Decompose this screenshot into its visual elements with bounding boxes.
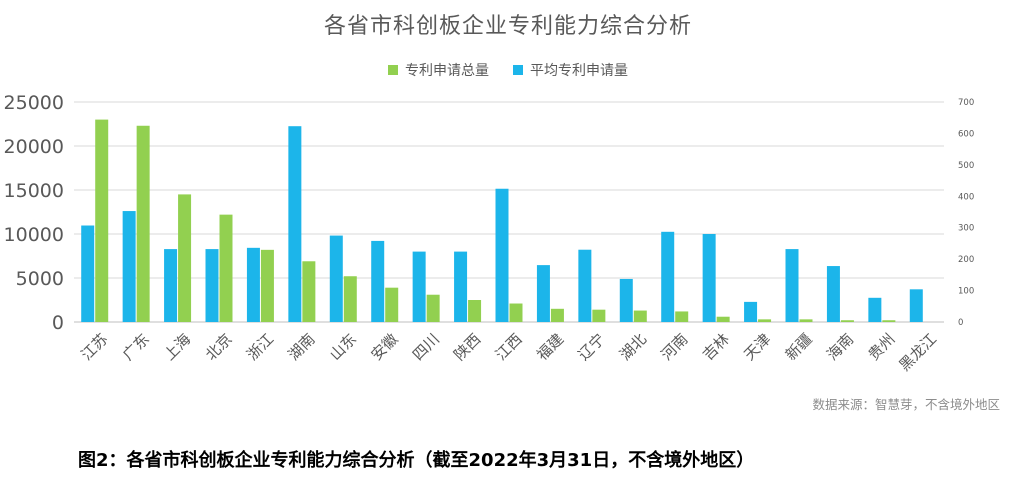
bar-average <box>288 126 302 322</box>
bar-average <box>205 249 219 322</box>
x-tick-label: 四川 <box>409 330 443 364</box>
x-tick-label: 黑龙江 <box>895 330 940 375</box>
bar-total <box>343 276 357 322</box>
bar-average <box>785 249 799 322</box>
x-tick-label: 北京 <box>202 330 236 364</box>
x-tick-label: 江西 <box>492 330 526 364</box>
y-left-tick-label: 25000 <box>4 92 64 114</box>
bar-average <box>868 297 882 322</box>
y-right-tick-label: 300 <box>958 224 974 234</box>
y-right-tick-label: 600 <box>958 129 974 139</box>
bar-total <box>550 308 564 322</box>
bar-average <box>619 278 633 322</box>
x-tick-label: 贵州 <box>865 330 899 364</box>
x-tick-label: 海南 <box>823 330 857 364</box>
legend-swatch-total <box>388 65 398 75</box>
bar-average <box>744 301 758 322</box>
bar-average <box>122 211 136 322</box>
bar-total <box>592 309 606 322</box>
bar-average <box>164 249 178 322</box>
bar-average <box>909 289 923 322</box>
bar-average <box>495 188 509 322</box>
x-tick-label: 天津 <box>740 330 774 364</box>
bar-total <box>136 125 150 322</box>
bar-total <box>95 119 109 322</box>
bar-average <box>536 265 550 322</box>
legend-label-total: 专利申请总量 <box>405 63 489 79</box>
x-tick-label: 上海 <box>160 330 194 364</box>
x-tick-label: 广东 <box>119 330 153 364</box>
bar-total <box>385 287 399 322</box>
y-left-tick-label: 0 <box>52 312 64 334</box>
bar-total <box>468 300 482 322</box>
x-tick-label: 辽宁 <box>575 330 609 364</box>
bar-average <box>578 249 592 322</box>
bar-average <box>329 235 343 322</box>
y-right-tick-label: 100 <box>958 287 974 297</box>
y-right-tick-label: 200 <box>958 255 974 265</box>
y-left-tick-label: 20000 <box>4 136 64 158</box>
legend: 专利申请总量 平均专利申请量 <box>0 60 1016 80</box>
chart-plot: 0 5000 10000 15000 20000 25000 0 100 200 300 400 50… <box>4 92 975 375</box>
legend-swatch-average <box>513 65 523 75</box>
y-right-tick-label: 500 <box>958 161 974 171</box>
bar-average <box>371 240 385 322</box>
bar-total <box>260 249 274 322</box>
x-tick-label: 新疆 <box>782 330 816 364</box>
bar-total <box>509 303 523 322</box>
bar-average <box>81 225 95 322</box>
x-tick-label: 湖南 <box>285 330 319 364</box>
y-right-tick-label: 400 <box>958 192 974 202</box>
bar-average <box>826 266 840 322</box>
y-right-tick-label: 700 <box>958 98 974 108</box>
y-left-tick-label: 15000 <box>4 180 64 202</box>
x-tick-label: 河南 <box>658 330 692 364</box>
bar-total <box>799 319 813 322</box>
x-tick-label: 江苏 <box>78 330 112 364</box>
legend-item-total: 专利申请总量 <box>388 60 489 80</box>
figure-caption: 图2：各省市科创板企业专利能力综合分析（截至2022年3月31日，不含境外地区） <box>78 450 755 471</box>
source-note: 数据来源：智慧芽，不含境外地区 <box>812 397 1000 412</box>
y-right-tick-label: 0 <box>958 318 963 328</box>
bar-total <box>633 310 647 322</box>
bar-total <box>426 294 440 322</box>
x-tick-label: 安徽 <box>368 330 402 364</box>
bar-total <box>758 319 772 322</box>
bar-total <box>882 320 896 322</box>
bar-average <box>412 251 426 322</box>
bar-average <box>702 234 716 322</box>
y-left-tick-label: 10000 <box>4 224 64 246</box>
bar-total <box>219 214 233 322</box>
x-tick-label: 陕西 <box>450 330 484 364</box>
bar-total <box>716 316 730 322</box>
x-tick-label: 山东 <box>326 330 360 364</box>
x-tick-label: 福建 <box>533 330 567 364</box>
x-tick-label: 浙江 <box>243 330 277 364</box>
x-tick-label: 湖北 <box>616 330 650 364</box>
bar-total <box>178 194 192 322</box>
bar-average <box>454 251 468 322</box>
legend-item-average: 平均专利申请量 <box>513 60 628 80</box>
bar-total <box>675 311 689 322</box>
bar-average <box>661 231 675 322</box>
chart-title: 各省市科创板企业专利能力综合分析 <box>323 14 692 39</box>
legend-label-average: 平均专利申请量 <box>530 63 628 79</box>
bar-total <box>840 320 854 322</box>
y-left-tick-label: 5000 <box>16 268 64 290</box>
x-tick-label: 吉林 <box>699 330 733 364</box>
bar-average <box>246 247 260 322</box>
bar-total <box>302 261 316 322</box>
